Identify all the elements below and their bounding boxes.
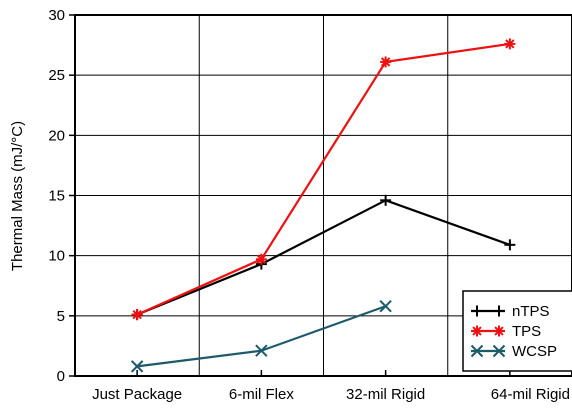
series-line xyxy=(136,305,386,368)
y-axis-label: Thermal Mass (mJ/°C) xyxy=(9,121,26,271)
series-line xyxy=(136,199,511,316)
data-point-cross xyxy=(379,299,392,313)
data-point-asterisk xyxy=(131,309,143,321)
data-point-asterisk xyxy=(380,56,392,68)
x-tick-label: 64-mil Rigid xyxy=(491,386,570,403)
y-tick-label: 30 xyxy=(48,7,65,24)
data-point-plus xyxy=(380,194,392,206)
legend-label: WCSP xyxy=(512,343,557,360)
data-point-asterisk xyxy=(493,325,505,337)
data-point-cross xyxy=(130,360,144,373)
x-tick-label: 32-mil Rigid xyxy=(346,386,425,403)
data-point-asterisk xyxy=(504,38,516,50)
legend-item-wcsp: WCSP xyxy=(470,343,557,360)
data-point-plus xyxy=(504,239,516,251)
x-tick-label: 6-mil Flex xyxy=(229,386,295,403)
data-point-asterisk xyxy=(255,253,267,265)
legend-label: nTPS xyxy=(512,303,550,320)
data-point-plus xyxy=(471,305,483,317)
series-layer xyxy=(130,38,516,373)
y-tick-label: 0 xyxy=(57,368,65,385)
x-axis-ticks: Just Package 6-mil Flex 32-mil Rigid 64-mil… xyxy=(92,370,570,403)
x-tick-label: Just Package xyxy=(92,386,182,403)
legend-item-tps: TPS xyxy=(471,323,541,340)
data-point-cross xyxy=(470,344,484,358)
y-tick-label: 20 xyxy=(48,127,65,144)
data-point-cross xyxy=(492,344,506,358)
y-tick-label: 15 xyxy=(48,188,65,205)
legend-label: TPS xyxy=(512,323,541,340)
y-tick-label: 25 xyxy=(48,67,65,84)
y-tick-label: 10 xyxy=(48,248,65,265)
legend-item-ntps: nTPS xyxy=(471,303,550,320)
data-point-asterisk xyxy=(471,325,483,337)
grid-lines xyxy=(75,15,572,376)
series-wcsp xyxy=(130,299,392,373)
data-point-cross xyxy=(255,344,268,357)
y-tick-label: 5 xyxy=(57,308,65,325)
data-point-plus xyxy=(493,305,505,317)
series-line xyxy=(136,42,511,316)
series-tps xyxy=(131,38,516,321)
y-axis-ticks: 0 5 10 15 20 25 30 xyxy=(48,7,75,385)
legend: nTPS TPS WCSP xyxy=(462,290,572,372)
